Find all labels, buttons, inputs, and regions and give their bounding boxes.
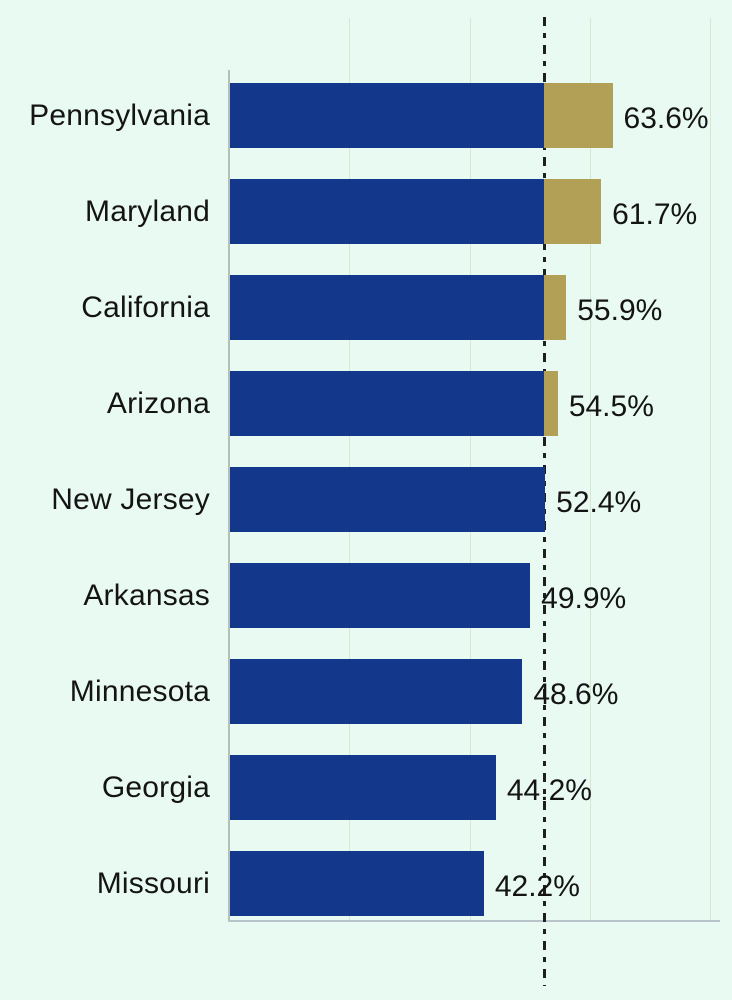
bar-new-jersey [230, 467, 546, 532]
bar-california [230, 275, 567, 340]
value-label-georgia: 44.2% [506, 774, 592, 807]
value-label-california: 55.9% [577, 294, 663, 327]
bar-missouri [230, 851, 484, 916]
bar-above-reference-maryland [544, 179, 602, 244]
gridline [710, 18, 712, 921]
bar-pennsylvania [230, 83, 613, 148]
bar-above-reference-california [544, 275, 567, 340]
value-label-minnesota: 48.6% [533, 678, 619, 711]
value-label-maryland: 61.7% [612, 198, 698, 231]
bar-georgia [230, 755, 496, 820]
value-label-new-jersey: 52.4% [556, 486, 642, 519]
category-label-missouri: Missouri [96, 866, 210, 900]
x-axis-line [228, 920, 720, 922]
category-label-arizona: Arizona [106, 386, 210, 420]
category-label-new-jersey: New Jersey [51, 482, 210, 516]
value-label-pennsylvania: 63.6% [623, 102, 709, 135]
gridline [589, 18, 591, 921]
bar-above-reference-arizona [544, 371, 558, 436]
value-label-arizona: 54.5% [568, 390, 654, 423]
category-label-maryland: Maryland [85, 194, 210, 228]
bar-arkansas [230, 563, 531, 628]
y-axis-line [228, 70, 230, 922]
value-label-arkansas: 49.9% [541, 582, 627, 615]
category-label-georgia: Georgia [101, 770, 210, 804]
category-label-california: California [81, 290, 210, 324]
category-label-pennsylvania: Pennsylvania [29, 98, 210, 132]
bar-minnesota [230, 659, 523, 724]
value-label-missouri: 42.2% [494, 870, 580, 903]
category-label-minnesota: Minnesota [69, 674, 210, 708]
bar-above-reference-pennsylvania [544, 83, 613, 148]
category-label-arkansas: Arkansas [83, 578, 210, 612]
bar-maryland [230, 179, 602, 244]
bar-arizona [230, 371, 558, 436]
